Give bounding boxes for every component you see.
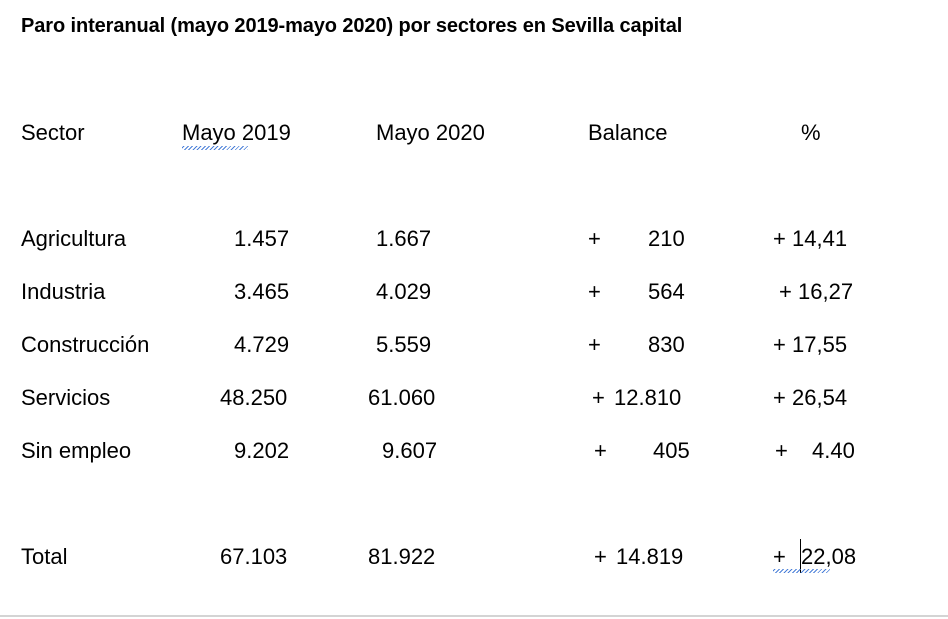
total-may2020: 81.922 [368, 544, 436, 569]
header-balance: Balance [588, 120, 668, 145]
document-title: Paro interanual (mayo 2019-mayo 2020) po… [21, 15, 683, 37]
may2020-cell: 5.559 [376, 332, 432, 357]
may2019-cell: 9.202 [234, 438, 290, 463]
sector-cell: Industria [21, 279, 106, 304]
sector-cell: Sin empleo [21, 438, 132, 463]
total-pct-sign: + [773, 544, 786, 569]
text-cursor [800, 539, 801, 573]
may2019-cell: 3.465 [234, 279, 290, 304]
total-label: Total [21, 544, 68, 569]
may2020-cell: 1.667 [376, 226, 432, 251]
balance-sign: + [588, 279, 601, 304]
pct-sign: + [773, 226, 786, 251]
pct-sign: + [779, 279, 792, 304]
total-balance: 14.819 [616, 544, 684, 569]
pct-cell: 16,27 [798, 279, 854, 304]
may2020-cell: 9.607 [382, 438, 438, 463]
balance-sign: + [594, 438, 607, 463]
total-may2019: 67.103 [220, 544, 288, 569]
pct-cell: 14,41 [792, 226, 848, 251]
balance-cell: 564 [648, 279, 685, 304]
balance-cell: 210 [648, 226, 685, 251]
header-may2020: Mayo 2020 [376, 120, 485, 145]
sector-cell: Servicios [21, 385, 111, 410]
total-balance-sign: + [594, 544, 607, 569]
spellcheck-underline [182, 146, 248, 150]
balance-sign: + [592, 385, 605, 410]
header-pct: % [801, 120, 821, 145]
may2020-cell: 61.060 [368, 385, 436, 410]
balance-sign: + [588, 332, 601, 357]
may2019-cell: 48.250 [220, 385, 288, 410]
pct-sign: + [773, 385, 786, 410]
pct-cell: 17,55 [792, 332, 848, 357]
pct-cell: 26,54 [792, 385, 848, 410]
balance-cell: 830 [648, 332, 685, 357]
may2020-cell: 4.029 [376, 279, 432, 304]
spellcheck-underline [773, 569, 830, 573]
pct-sign: + [775, 438, 788, 463]
total-pct: 22,08 [801, 544, 857, 569]
sector-cell: Agricultura [21, 226, 127, 251]
header-sector: Sector [21, 120, 85, 145]
header-may2019: Mayo 2019 [182, 120, 291, 145]
page-bottom-border [0, 615, 948, 617]
balance-cell: 12.810 [614, 385, 682, 410]
pct-cell: 4.40 [812, 438, 855, 463]
balance-cell: 405 [653, 438, 690, 463]
sector-cell: Construcción [21, 332, 150, 357]
balance-sign: + [588, 226, 601, 251]
may2019-cell: 4.729 [234, 332, 290, 357]
may2019-cell: 1.457 [234, 226, 290, 251]
pct-sign: + [773, 332, 786, 357]
